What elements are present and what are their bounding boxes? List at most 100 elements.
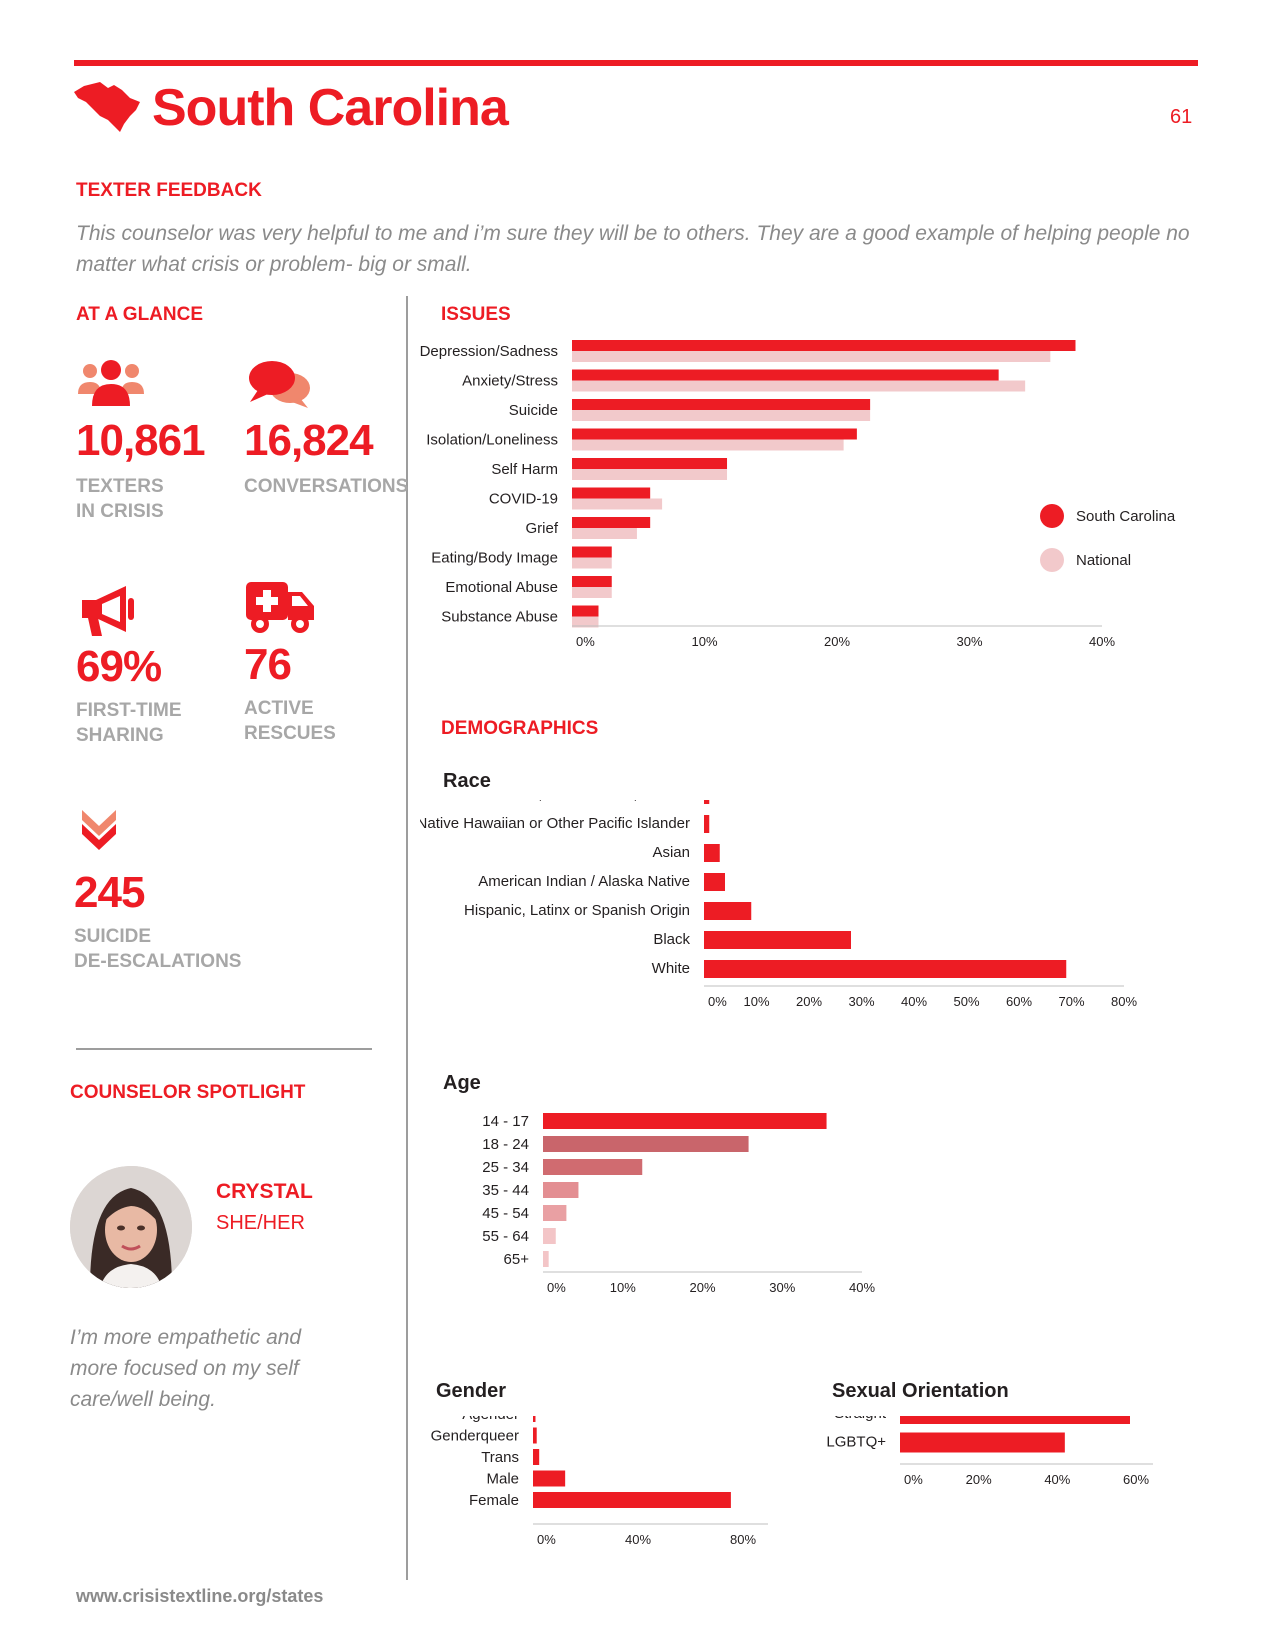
category-label: Depression/Sadness <box>420 343 558 360</box>
category-label: White <box>652 960 690 977</box>
tick-label: 0% <box>547 1280 566 1295</box>
category-label: American Indian / Alaska Native <box>478 873 690 890</box>
bar-national <box>572 498 663 510</box>
tick-label: 10% <box>691 634 717 649</box>
tick-label: 40% <box>625 1532 651 1547</box>
bar <box>704 902 752 920</box>
bar <box>543 1159 643 1175</box>
bar-state <box>572 428 857 440</box>
category-label: Trans <box>481 1449 519 1466</box>
bar-state <box>572 487 651 499</box>
age-chart-title: Age <box>443 1072 481 1094</box>
category-label: Asian <box>652 844 690 861</box>
category-label: Eating/Body Image <box>431 550 558 567</box>
bar <box>543 1228 556 1244</box>
tick-label: 30% <box>956 634 982 649</box>
race-chart: Middle Eastern, North African, or Arab Na… <box>420 800 1137 1009</box>
bar-national <box>572 469 728 480</box>
tick-label: 50% <box>953 994 979 1009</box>
bar-national <box>572 380 1026 392</box>
tick-label: 0% <box>904 1472 923 1487</box>
legend-label: South Carolina <box>1076 508 1176 525</box>
bar <box>704 815 710 833</box>
tick-label: 0% <box>537 1532 556 1547</box>
tick-label: 20% <box>796 994 822 1009</box>
category-label: Middle Eastern, North African, or Arab <box>438 800 690 803</box>
counselor-quote: I’m more empathetic and more focused on … <box>70 1326 302 1411</box>
bar-state <box>572 517 651 528</box>
tick-label: 30% <box>848 994 874 1009</box>
bar-national <box>572 557 612 569</box>
tick-label: 30% <box>769 1280 795 1295</box>
stat-deescalations-value: 245 <box>74 868 145 917</box>
tick-label: 40% <box>1089 634 1115 649</box>
bar <box>900 1432 1065 1453</box>
page-title: South Carolina <box>152 79 509 137</box>
tick-label: 0% <box>708 994 727 1009</box>
page-number: 61 <box>1170 106 1193 128</box>
stat-texters-label: TEXTERS IN CRISIS <box>76 476 164 522</box>
bar <box>704 931 851 949</box>
category-label: Native Hawaiian or Other Pacific Islande… <box>420 815 690 832</box>
category-label: 45 - 54 <box>482 1205 529 1222</box>
stat-rescues-label: ACTIVE RESCUES <box>244 698 336 744</box>
tick-label: 20% <box>689 1280 715 1295</box>
bar <box>704 873 725 891</box>
bar <box>543 1251 549 1267</box>
demographics-heading: DEMOGRAPHICS <box>441 718 599 739</box>
bar-national <box>572 439 844 451</box>
category-label: Agender <box>462 1416 519 1423</box>
stat-rescues-value: 76 <box>244 640 292 689</box>
header-rule <box>74 60 1198 66</box>
tick-label: 40% <box>1044 1472 1070 1487</box>
issues-heading: ISSUES <box>441 304 511 325</box>
race-chart-title: Race <box>443 770 491 792</box>
category-label: Isolation/Loneliness <box>426 432 558 449</box>
counselor-pronouns: SHE/HER <box>216 1212 305 1234</box>
tick-label: 60% <box>1123 1472 1149 1487</box>
counselor-name: CRYSTAL <box>216 1180 313 1203</box>
category-label: 18 - 24 <box>482 1136 529 1153</box>
category-label: Emotional Abuse <box>445 579 558 596</box>
bar <box>543 1205 567 1221</box>
tick-label: 70% <box>1058 994 1084 1009</box>
stat-texters-value: 10,861 <box>76 416 206 465</box>
chat-bubbles-icon <box>249 361 310 408</box>
bar <box>704 960 1067 978</box>
stat-deescalations-label: SUICIDE DE-ESCALATIONS <box>74 926 242 972</box>
bar-national <box>572 410 871 421</box>
column-divider <box>406 296 408 1580</box>
category-label: Black <box>653 931 690 948</box>
category-label: 55 - 64 <box>482 1228 529 1245</box>
bar-national <box>572 528 637 539</box>
tick-label: 10% <box>610 1280 636 1295</box>
counselor-photo <box>70 1166 192 1288</box>
tick-label: 60% <box>1006 994 1032 1009</box>
tick-label: 0% <box>576 634 595 649</box>
category-label: Self Harm <box>491 461 558 478</box>
texter-feedback-quote: This counselor was very helpful to me an… <box>76 222 1190 276</box>
legend-marker <box>1040 504 1064 528</box>
bar-state <box>572 546 612 558</box>
legend-marker <box>1040 548 1064 572</box>
megaphone-icon <box>82 586 134 636</box>
sexual-orientation-chart: Straight LGBTQ+ 0% 20% 40% 60% <box>826 1416 1153 1487</box>
tick-label: 20% <box>966 1472 992 1487</box>
south-carolina-state-icon <box>74 82 140 132</box>
category-label: 13 or younger <box>436 1106 529 1107</box>
people-icon <box>78 360 144 406</box>
bar-state <box>572 340 1076 351</box>
category-label: 14 - 17 <box>482 1113 529 1130</box>
gender-chart: Agender Genderqueer Trans Male Female 0% 40% 80… <box>431 1416 768 1547</box>
bar-national <box>572 351 1051 362</box>
category-label: LGBTQ+ <box>826 1434 886 1451</box>
age-chart: 13 or younger 14 - 17 18 - 24 25 - 34 35 - 4… <box>436 1106 875 1295</box>
legend-label: National <box>1076 552 1131 569</box>
category-label: Suicide <box>509 402 558 419</box>
gender-chart-title: Gender <box>436 1380 507 1402</box>
bar <box>533 1470 566 1487</box>
tick-label: 10% <box>743 994 769 1009</box>
category-label: Straight <box>834 1416 887 1422</box>
tick-label: 20% <box>824 634 850 649</box>
bar <box>533 1427 537 1444</box>
